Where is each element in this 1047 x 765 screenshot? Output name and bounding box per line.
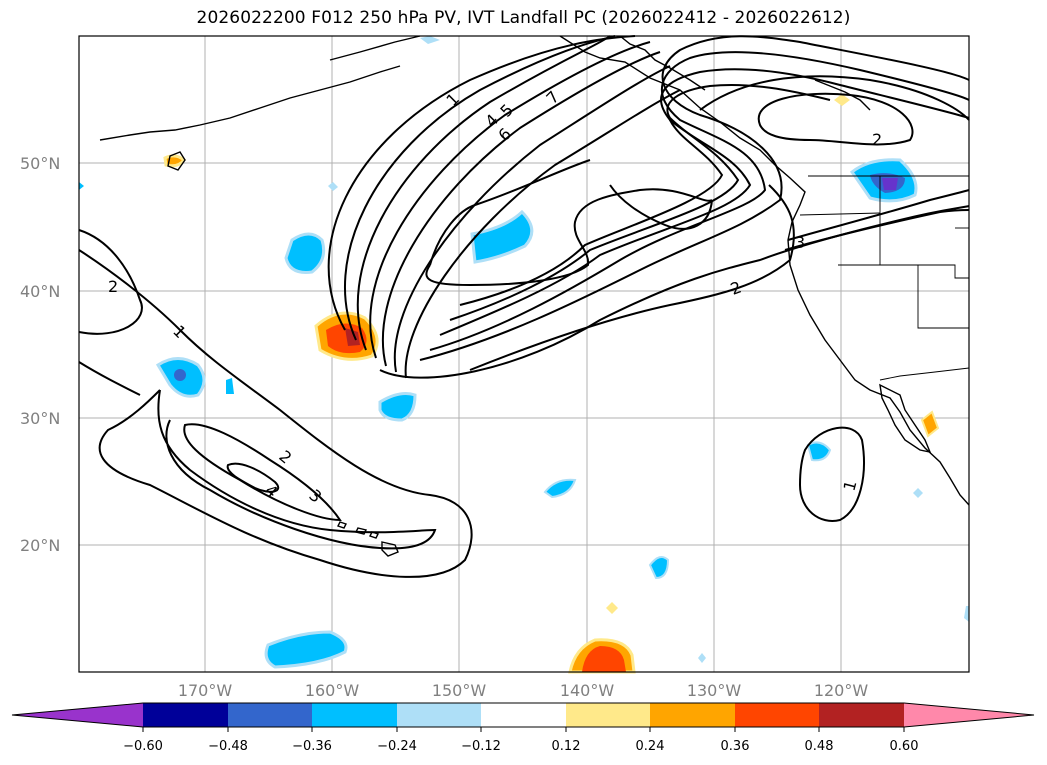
lon-label: 140°W [560, 681, 615, 700]
colorbar-extend-max [904, 703, 1034, 727]
colorbar-tick-label: −0.36 [292, 739, 332, 754]
colorbar-segment [735, 703, 819, 727]
contour-label: 3 [795, 233, 805, 252]
colorbar-segment [228, 703, 312, 727]
lon-label: 120°W [814, 681, 869, 700]
lon-label: 160°W [305, 681, 360, 700]
colorbar-segment [819, 703, 904, 727]
lon-label: 170°W [178, 681, 233, 700]
colorbar-segment [481, 703, 566, 727]
colorbar-extend-min [12, 703, 143, 727]
pv-shading [79, 36, 969, 674]
colorbar-segment [143, 703, 228, 727]
colorbar-tick-label: −0.24 [377, 739, 417, 754]
colorbar-tick-label: 0.12 [552, 739, 581, 754]
map-area [79, 36, 969, 672]
ivt-contours [78, 35, 970, 578]
colorbar-tick-label: 0.48 [805, 739, 834, 754]
lat-label: 30°N [20, 409, 60, 428]
coastlines [99, 35, 970, 557]
lat-label: 40°N [20, 282, 60, 301]
lat-label: 20°N [20, 536, 60, 555]
map-title: 2026022200 F012 250 hPa PV, IVT Landfall… [196, 8, 851, 28]
lon-label: 150°W [432, 681, 487, 700]
colorbar-tick-label: 0.60 [890, 739, 919, 754]
colorbar-segment [397, 703, 481, 727]
contour-label: 2 [872, 130, 882, 149]
contour-label: 2 [108, 277, 118, 296]
colorbar-tick-label: −0.48 [208, 739, 248, 754]
colorbar-segment [650, 703, 735, 727]
colorbar-tick-label: 0.36 [721, 739, 750, 754]
political-borders [799, 175, 970, 381]
contour-label: 1 [840, 478, 861, 493]
lon-label: 130°W [687, 681, 742, 700]
colorbar-segment [312, 703, 397, 727]
colorbar: −0.60 −0.48 −0.36 −0.24 −0.12 0.12 0.24 … [11, 702, 1035, 754]
colorbar-segment [566, 703, 650, 727]
map-frame [78, 35, 970, 673]
colorbar-tick-label: −0.60 [123, 739, 163, 754]
colorbar-tick-label: 0.24 [636, 739, 665, 754]
colorbar-tick-label: −0.12 [461, 739, 501, 754]
lat-label: 50°N [20, 154, 60, 173]
